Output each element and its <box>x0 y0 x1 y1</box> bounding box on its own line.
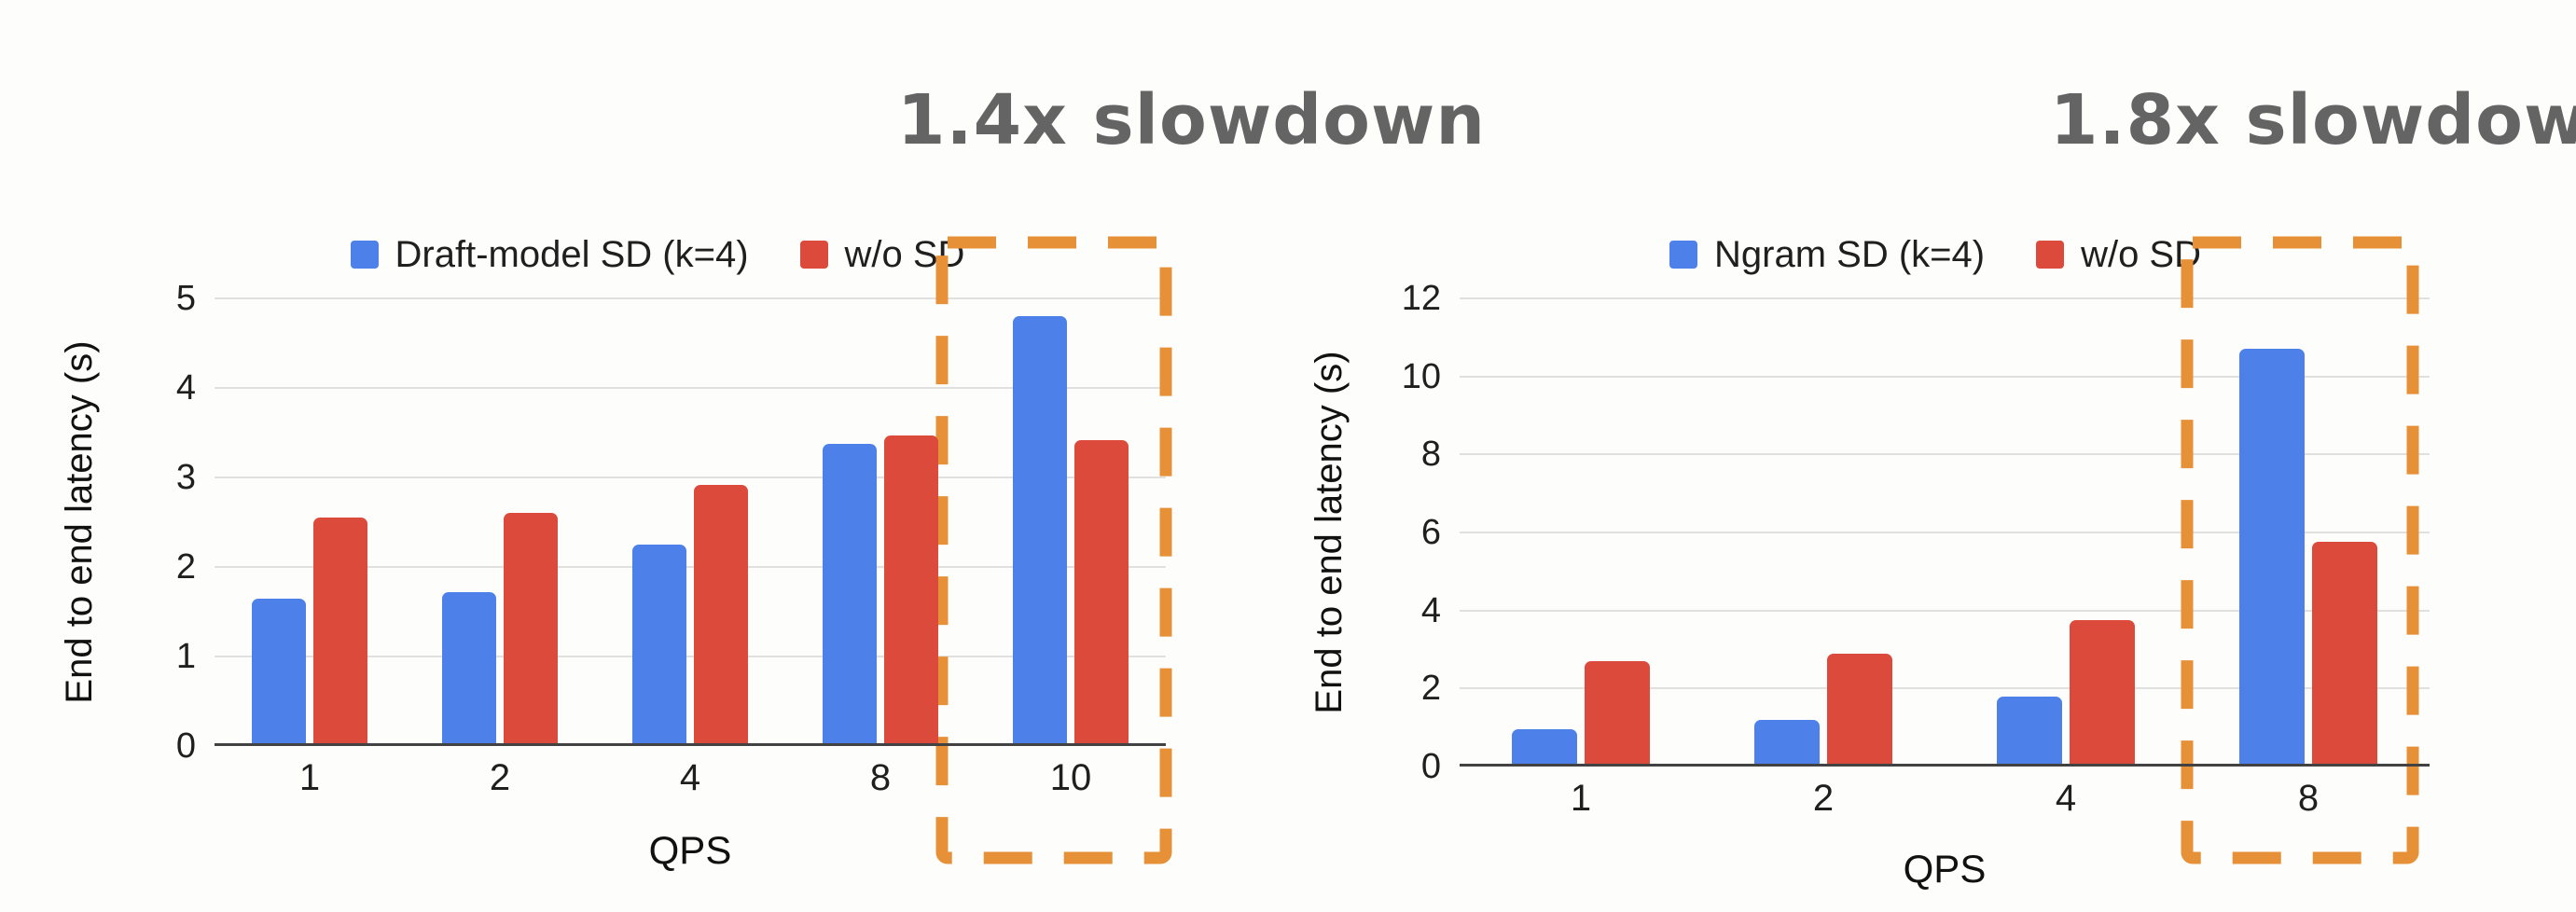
bar-w-o-sd-qps-2 <box>1827 653 1892 767</box>
gridline-y-1 <box>215 656 1166 657</box>
gridline-y-2 <box>215 566 1166 568</box>
x-tick-label-8: 8 <box>2297 778 2320 819</box>
x-axis-tick-labels: 1 2 4 8 <box>1460 780 2430 826</box>
y-tick-label-3: 3 <box>175 458 196 497</box>
gridline-y-6 <box>1460 532 2430 533</box>
legend-item-wo-sd: w/o SD <box>2036 234 2201 276</box>
legend-color-swatch-blue <box>1669 241 1697 269</box>
y-tick-label-12: 12 <box>1401 279 1441 318</box>
slowdown-annotation-draft-model: 1.4x slowdown <box>897 80 1487 160</box>
y-tick-label-2: 2 <box>175 547 196 587</box>
x-tick-label-2: 2 <box>1812 778 1835 819</box>
gridline-y-8 <box>1460 453 2430 456</box>
y-tick-label-0: 0 <box>1420 747 1441 786</box>
plot-area <box>1460 297 2430 767</box>
y-tick-label-4: 4 <box>1420 590 1441 630</box>
bar-draft-model-sd-k-4--qps-8 <box>823 443 877 746</box>
bar-draft-model-sd-k-4--qps-2 <box>442 591 496 746</box>
x-tick-label-10: 10 <box>1049 757 1092 798</box>
gridline-y-12 <box>1460 297 2430 299</box>
x-tick-label-4: 4 <box>2055 778 2077 819</box>
legend-item-ngram-sd: Ngram SD (k=4) <box>1669 234 1985 276</box>
bar-ngram-sd-k-4--qps-8 <box>2239 349 2305 767</box>
bar-w-o-sd-qps-4 <box>694 484 748 746</box>
highlight-box <box>935 236 1172 864</box>
slowdown-annotation-ngram: 1.8x slowdown <box>2050 80 2576 160</box>
legend-label: Draft-model SD (k=4) <box>395 233 749 275</box>
x-axis-title: QPS <box>1903 847 1987 891</box>
x-axis-title: QPS <box>648 828 732 872</box>
bar-draft-model-sd-k-4--qps-10 <box>1013 316 1067 746</box>
legend-color-swatch-red <box>2036 241 2065 269</box>
bar-w-o-sd-qps-8 <box>2312 542 2377 767</box>
legend-label: Ngram SD (k=4) <box>1714 233 1986 275</box>
y-tick-label-10: 10 <box>1401 356 1441 396</box>
x-axis-tick-labels: 1 2 4 8 10 <box>215 759 1166 806</box>
gridline-y-5 <box>215 297 1166 299</box>
bar-ngram-sd-k-4--qps-2 <box>1754 719 1820 767</box>
bar-draft-model-sd-k-4--qps-4 <box>632 545 686 746</box>
bar-w-o-sd-qps-10 <box>1074 439 1129 746</box>
x-axis-line <box>215 743 1166 746</box>
y-tick-label-1: 1 <box>175 637 196 676</box>
y-tick-label-4: 4 <box>175 368 196 408</box>
gridline-y-10 <box>1460 375 2430 378</box>
y-tick-label-6: 6 <box>1420 513 1441 552</box>
bar-draft-model-sd-k-4--qps-1 <box>252 598 306 746</box>
gridline-y-4 <box>1460 609 2430 612</box>
y-tick-label-2: 2 <box>1420 669 1441 709</box>
bar-ngram-sd-k-4--qps-4 <box>1997 696 2062 767</box>
x-tick-label-1: 1 <box>1570 778 1592 819</box>
gridline-y-3 <box>215 477 1166 478</box>
x-tick-label-8: 8 <box>869 757 892 798</box>
bar-ngram-sd-k-4--qps-1 <box>1512 729 1577 767</box>
gridline-y-4 <box>215 387 1166 389</box>
y-tick-label-0: 0 <box>175 726 196 766</box>
x-tick-label-2: 2 <box>489 757 511 798</box>
bar-w-o-sd-qps-2 <box>504 513 558 746</box>
highlight-box <box>2181 236 2419 864</box>
bar-w-o-sd-qps-8 <box>884 435 938 746</box>
x-tick-label-4: 4 <box>679 757 701 798</box>
legend-color-swatch-blue <box>350 241 379 269</box>
legend-item-draft-model-sd: Draft-model SD (k=4) <box>350 233 749 276</box>
legend-draft-model-chart: Draft-model SD (k=4) w/o SD <box>149 225 1166 284</box>
y-tick-label-8: 8 <box>1420 435 1441 475</box>
gridline-y-2 <box>1460 687 2430 690</box>
bar-w-o-sd-qps-1 <box>313 518 367 746</box>
y-axis-tick-labels: 0 2 4 6 8 10 12 <box>1334 281 1441 784</box>
y-axis-tick-labels: 0 1 2 3 4 5 <box>103 281 196 764</box>
bar-w-o-sd-qps-1 <box>1585 661 1650 767</box>
x-axis-line <box>1460 764 2430 767</box>
legend-color-swatch-red <box>799 241 828 269</box>
y-tick-label-5: 5 <box>175 279 196 318</box>
y-axis-title: End to end latency (s) <box>58 340 100 704</box>
plot-area <box>215 297 1166 746</box>
bar-w-o-sd-qps-4 <box>2070 620 2135 767</box>
x-tick-label-1: 1 <box>298 757 321 798</box>
